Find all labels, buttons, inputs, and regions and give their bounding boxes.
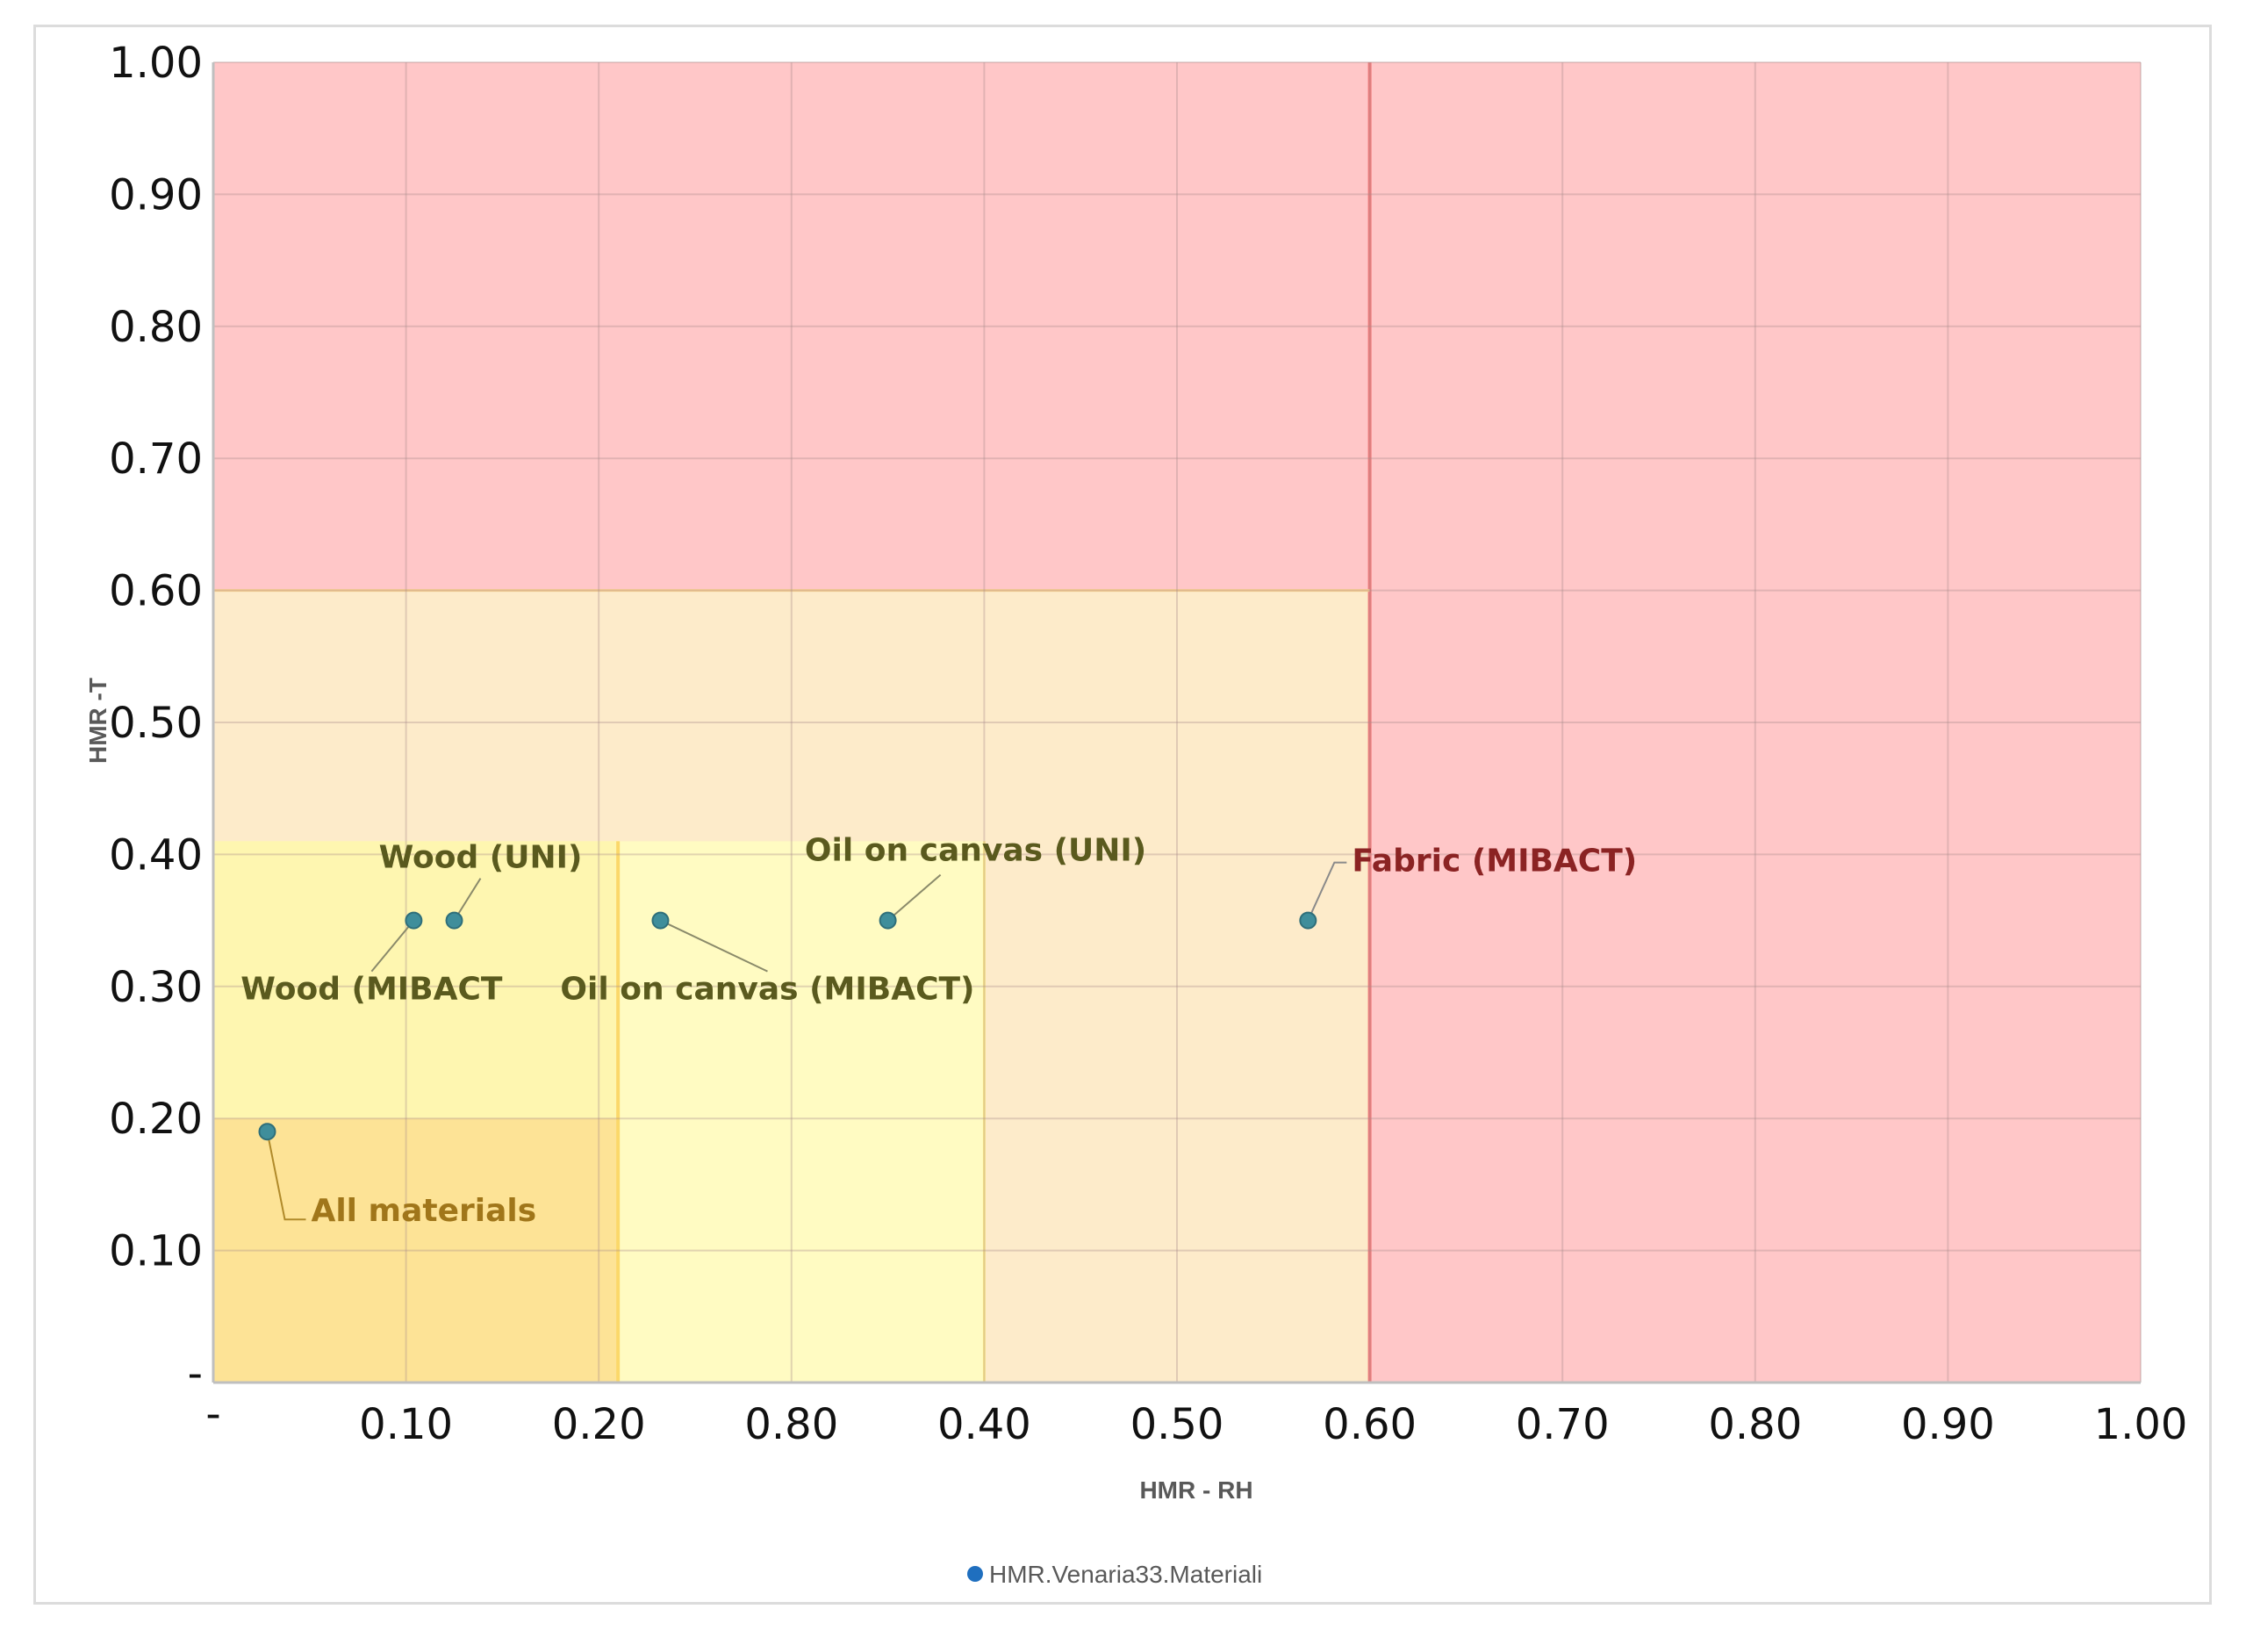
x-axis-title: HMR - RH bbox=[1139, 1476, 1252, 1504]
x-tick-label: 1.00 bbox=[2094, 1400, 2188, 1449]
point-label: Wood (MIBACT bbox=[240, 972, 503, 1008]
data-point bbox=[258, 1123, 276, 1141]
legend-label: HMR.Venaria33.Materiali bbox=[989, 1561, 1262, 1588]
x-tick-label: - bbox=[205, 1390, 220, 1439]
y-tick-label: 0.30 bbox=[109, 963, 203, 1012]
leader-line bbox=[660, 919, 768, 973]
x-tick-label: 0.70 bbox=[1516, 1400, 1610, 1449]
data-point bbox=[405, 911, 423, 930]
y-axis-title: HMR -T bbox=[84, 678, 111, 764]
x-tick-label: 0.60 bbox=[1323, 1400, 1417, 1449]
point-annotations: Wood (UNI) Wood (MIBACT Oil on canvas (UNI… bbox=[240, 833, 1637, 1230]
legend: HMR.Venaria33.Materiali bbox=[967, 1561, 1262, 1588]
zone-4 bbox=[213, 1118, 619, 1383]
y-tick-label: 0.80 bbox=[109, 303, 203, 352]
leader-line bbox=[1307, 861, 1347, 922]
y-tick-label: 0.90 bbox=[109, 170, 203, 219]
y-tick-label: 0.20 bbox=[109, 1095, 203, 1144]
point-label: Wood (UNI) bbox=[379, 840, 583, 876]
chart-frame: - 0.10 0.20 0.80 0.40 0.50 0.60 0.70 0.80 0.90 1.0… bbox=[33, 25, 2212, 1605]
x-tick-label: 0.90 bbox=[1901, 1400, 1995, 1449]
x-tick-label: 0.80 bbox=[744, 1400, 838, 1449]
x-tick-labels: - 0.10 0.20 0.80 0.40 0.50 0.60 0.70 0.80 0.90 1.0… bbox=[205, 1390, 2187, 1449]
point-label: Fabric (MIBACT) bbox=[1352, 844, 1637, 880]
x-tick-label: 0.20 bbox=[552, 1400, 646, 1449]
data-points bbox=[258, 911, 1317, 1141]
risk-zones bbox=[213, 62, 2141, 1383]
scatter-chart: - 0.10 0.20 0.80 0.40 0.50 0.60 0.70 0.80 0.90 1.0… bbox=[84, 39, 2187, 1588]
axes bbox=[212, 62, 2141, 1384]
y-tick-label: 0.70 bbox=[109, 435, 203, 484]
point-label: All materials bbox=[311, 1193, 536, 1229]
y-tick-label: 1.00 bbox=[109, 39, 203, 88]
x-tick-label: 0.40 bbox=[937, 1400, 1031, 1449]
data-point bbox=[445, 911, 463, 930]
legend-marker bbox=[967, 1566, 983, 1582]
y-tick-label: 0.10 bbox=[109, 1227, 203, 1276]
y-tick-label: - bbox=[188, 1349, 203, 1398]
y-tick-label: 0.60 bbox=[109, 567, 203, 616]
data-point bbox=[879, 911, 897, 930]
y-tick-label: 0.50 bbox=[109, 699, 203, 748]
data-point bbox=[651, 911, 670, 930]
x-tick-label: 0.80 bbox=[1708, 1400, 1802, 1449]
leader-line bbox=[886, 873, 942, 922]
x-tick-label: 0.50 bbox=[1130, 1400, 1224, 1449]
point-label: Oil on canvas (MIBACT) bbox=[560, 972, 974, 1008]
x-tick-label: 0.10 bbox=[359, 1400, 453, 1449]
grid-lines bbox=[213, 61, 2142, 1383]
leader-line bbox=[266, 1131, 306, 1221]
data-point bbox=[1299, 911, 1317, 930]
y-tick-label: 0.40 bbox=[109, 830, 203, 880]
point-label: Oil on canvas (UNI) bbox=[805, 833, 1146, 869]
leader-line bbox=[370, 919, 415, 973]
y-tick-labels: - 0.10 0.20 0.30 0.40 0.50 0.60 0.70 0.80 0.90 1.0… bbox=[109, 39, 203, 1398]
